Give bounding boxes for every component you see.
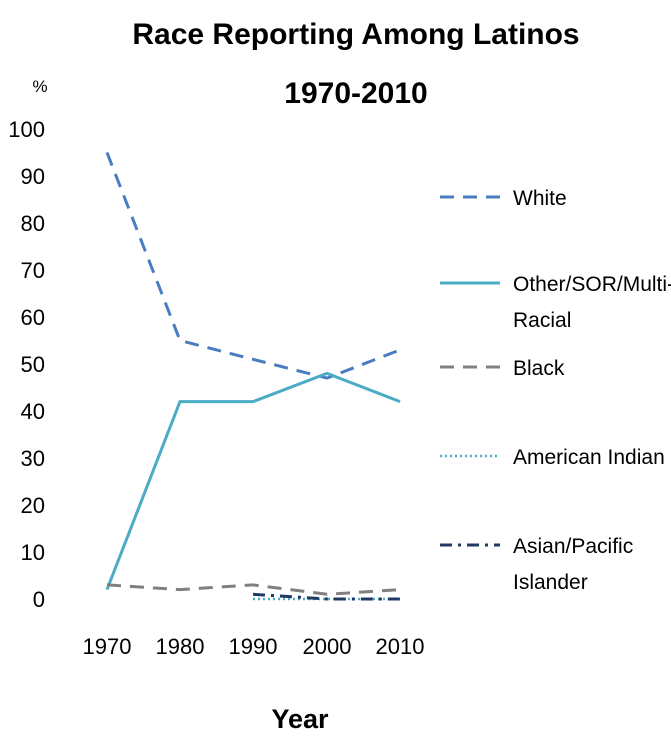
legend-label-other-sor-multi-racial: Other/SOR/Multi- — [513, 273, 671, 296]
x-tick-label: 1980 — [156, 634, 205, 659]
y-tick-label: 20 — [21, 493, 45, 518]
legend: White Other/SOR/Multi- Racial Black American… — [440, 187, 671, 594]
legend-label-asian-pacific-islander: Islander — [513, 571, 588, 594]
y-tick-label: 60 — [21, 305, 45, 330]
x-tick-label: 2010 — [376, 634, 425, 659]
series-line-other-sor-multi-racial — [105, 371, 401, 591]
series-line-white — [105, 151, 401, 380]
x-tick-label: 1990 — [229, 634, 278, 659]
y-tick-label: 10 — [21, 540, 45, 565]
legend-label-black: Black — [513, 357, 565, 380]
chart-subtitle: 1970-2010 — [284, 77, 427, 110]
x-tick-label: 1970 — [83, 634, 132, 659]
plot-area — [105, 151, 401, 601]
legend-label-american-indian: American Indian — [513, 446, 665, 469]
y-tick-label: 30 — [21, 446, 45, 471]
legend-label-other-sor-multi-racial: Racial — [513, 309, 571, 332]
y-tick-label: 50 — [21, 352, 45, 377]
chart-title: Race Reporting Among Latinos — [132, 18, 579, 51]
legend-label-white: White — [513, 187, 567, 210]
y-tick-label: 90 — [21, 164, 45, 189]
y-tick-label: 40 — [21, 399, 45, 424]
y-tick-label: 100 — [8, 117, 45, 142]
y-axis-unit-label: % — [32, 77, 47, 96]
x-axis-ticks: 1970 1980 1990 2000 2010 — [83, 634, 425, 659]
legend-label-asian-pacific-islander: Asian/Pacific — [513, 535, 633, 558]
y-tick-label: 0 — [33, 587, 45, 612]
y-tick-label: 80 — [21, 211, 45, 236]
x-tick-label: 2000 — [303, 634, 352, 659]
y-axis-ticks: 0 10 20 30 40 50 60 70 80 90 100 — [8, 117, 45, 612]
y-tick-label: 70 — [21, 258, 45, 283]
x-axis-title: Year — [271, 704, 329, 734]
